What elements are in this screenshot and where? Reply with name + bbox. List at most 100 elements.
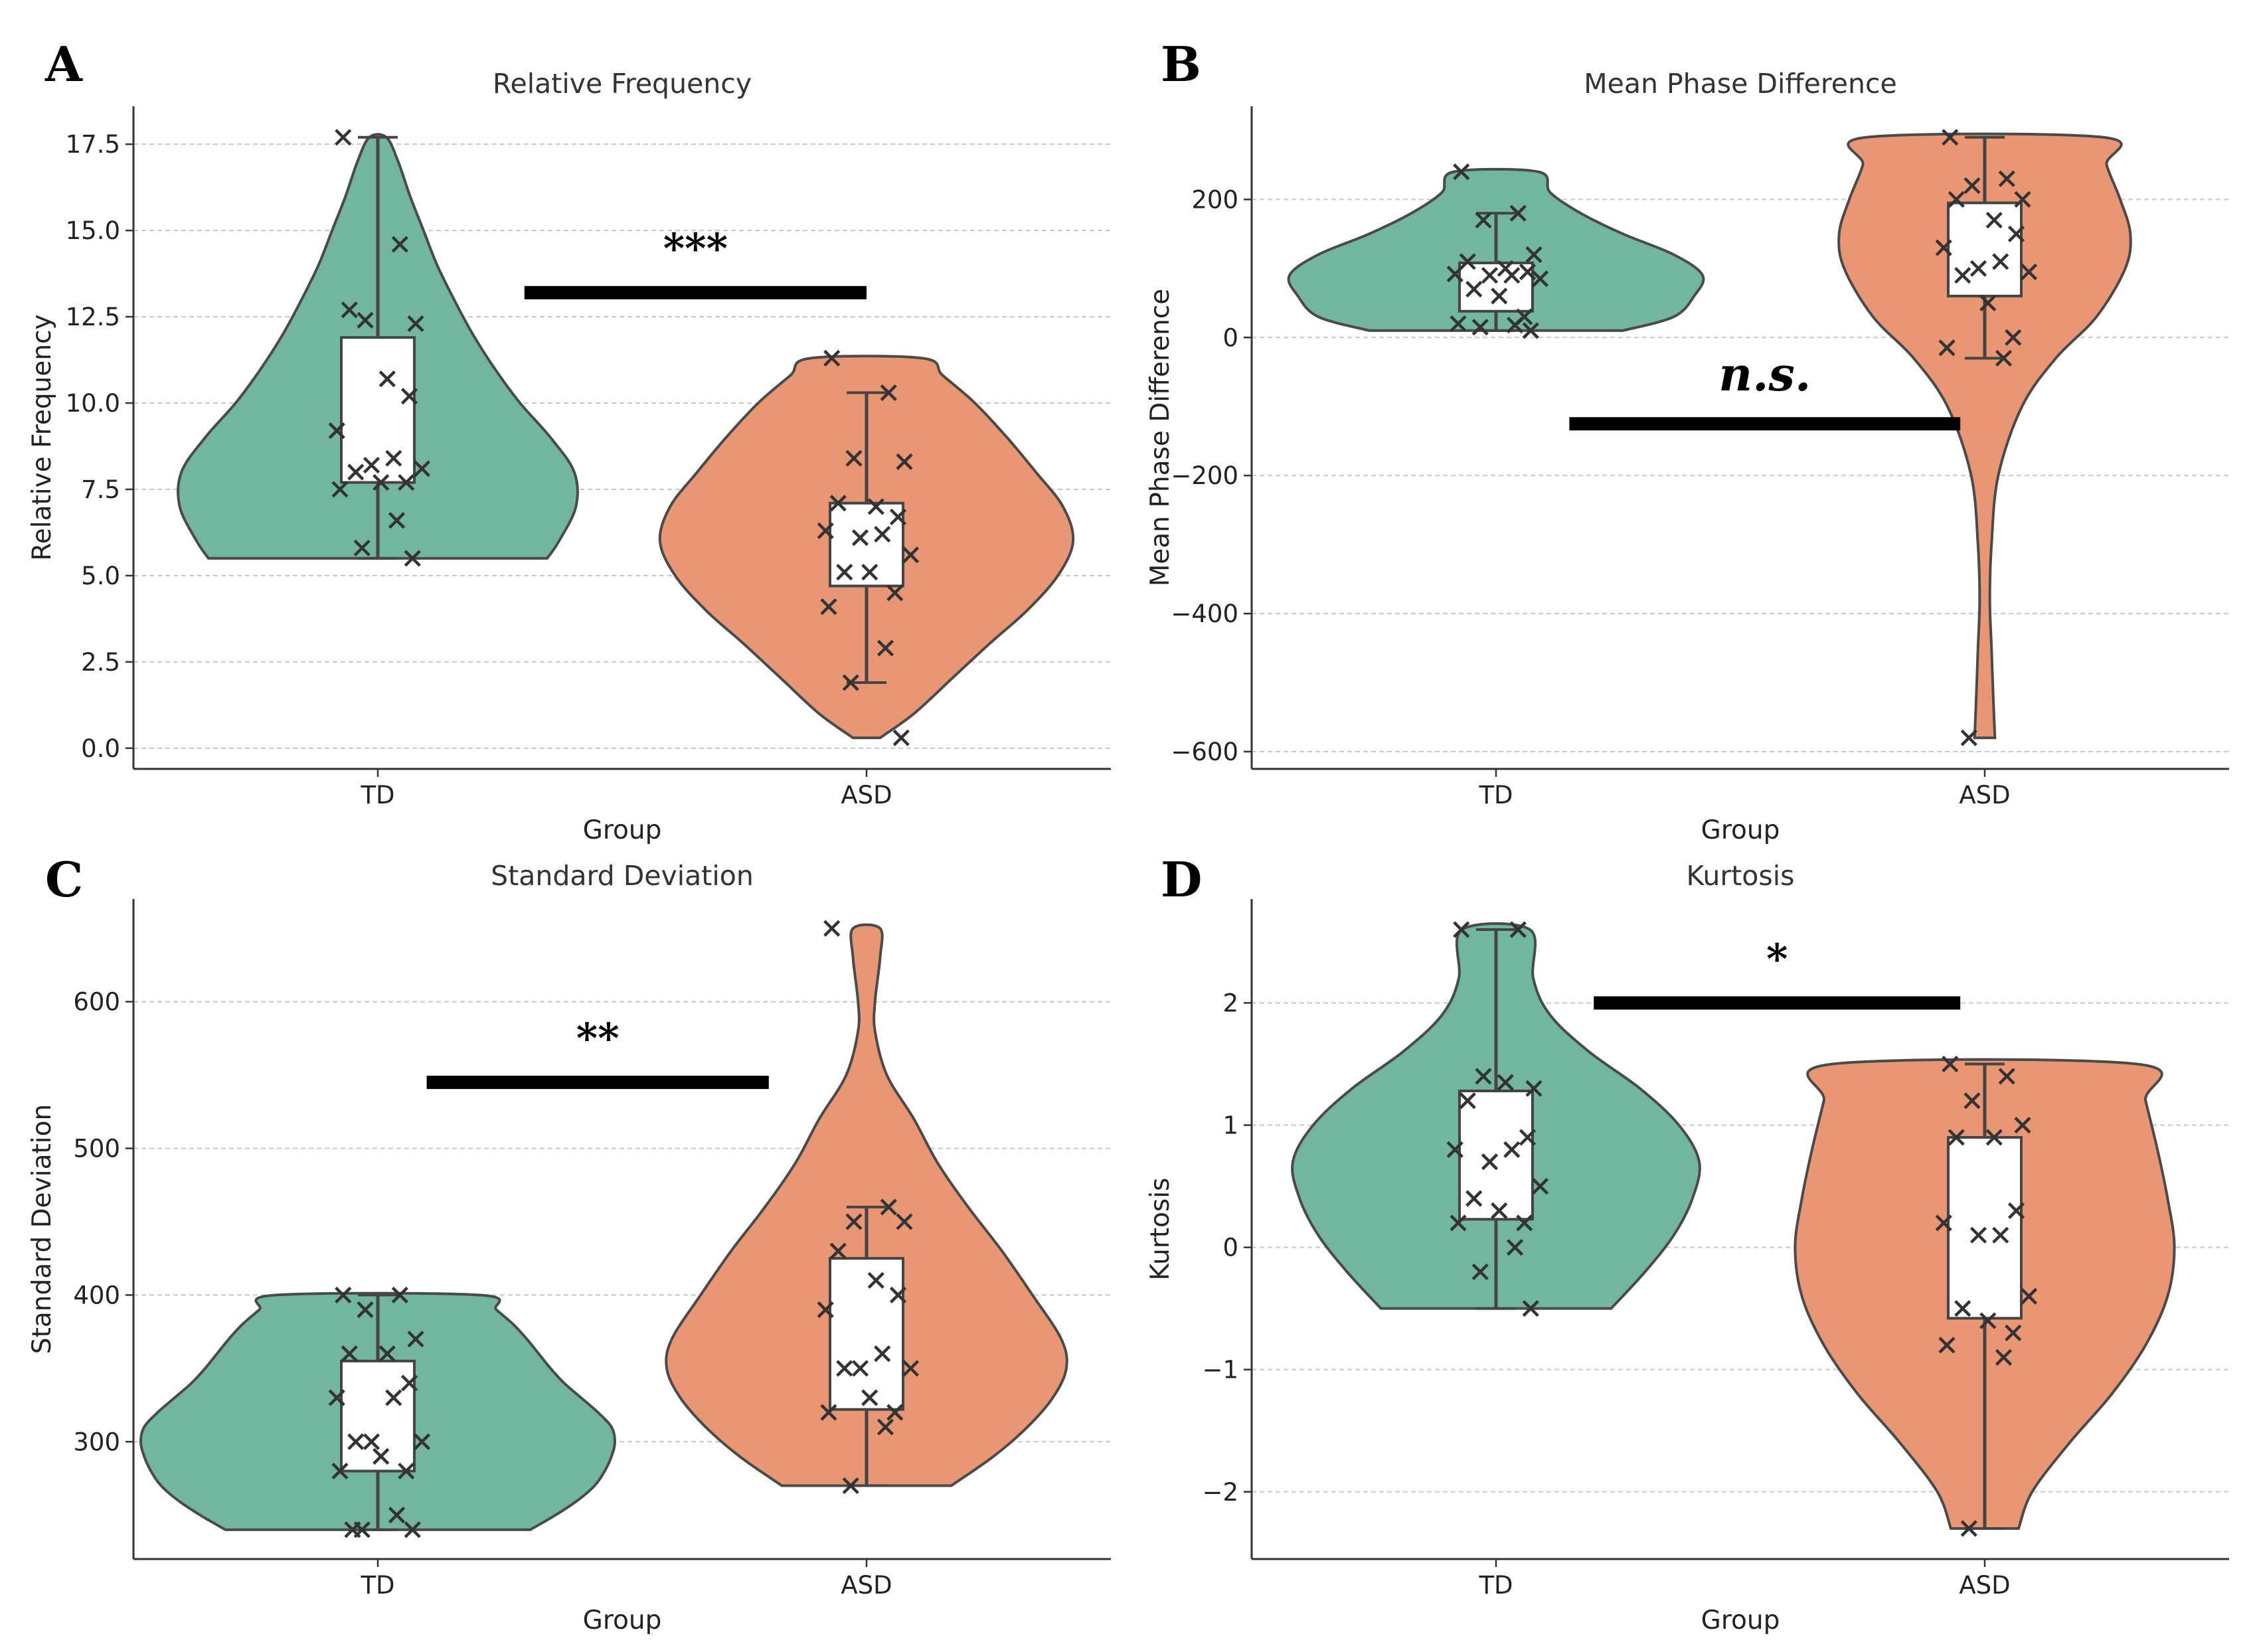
data-point [2005, 1324, 2022, 1342]
data-point [1979, 294, 1997, 311]
data-point [378, 1345, 396, 1363]
significance-label: ** [576, 1014, 620, 1062]
data-point [373, 473, 390, 491]
y-tick-label: 300 [73, 1428, 120, 1456]
data-point [889, 508, 907, 526]
data-point [1969, 1226, 1987, 1244]
data-point [1992, 1226, 2009, 1244]
data-point [388, 1507, 406, 1524]
data-point [1525, 1080, 1543, 1097]
y-tick-label: 7.5 [81, 475, 120, 504]
data-point [2014, 1116, 2031, 1134]
y-tick-label: −600 [1171, 738, 1238, 766]
data-point [1969, 260, 1987, 277]
data-point [820, 1404, 837, 1421]
data-point [1519, 1129, 1537, 1146]
data-point [842, 1477, 859, 1495]
data-point [400, 388, 418, 405]
data-point [331, 481, 349, 498]
chart-title: Relative Frequency [493, 68, 752, 100]
data-point [1503, 267, 1521, 284]
panel-c: C Standard Deviation 300 400 500 600 ** TD ASD Gr… [27, 851, 1111, 1635]
data-point [2020, 1287, 2038, 1305]
y-tick-label: 0 [1222, 323, 1238, 352]
data-point [328, 422, 345, 440]
data-point [1992, 253, 2009, 270]
data-point [876, 1418, 894, 1436]
y-tick-label: −400 [1171, 600, 1238, 628]
y-tick-label: 17.5 [66, 130, 120, 159]
y-tick-label: 500 [73, 1135, 120, 1163]
data-point [1942, 129, 1959, 146]
y-tick-label: −1 [1202, 1356, 1238, 1384]
data-point [357, 1301, 374, 1319]
data-point [1453, 163, 1470, 181]
data-point [880, 1198, 897, 1216]
y-tick-label: 0 [1222, 1234, 1238, 1262]
data-point [842, 674, 859, 691]
y-tick-label: 200 [1191, 185, 1238, 214]
data-point [1938, 339, 1956, 357]
panel-letter: C [45, 851, 83, 908]
data-point [2020, 263, 2038, 281]
data-point [404, 550, 421, 567]
panel-b: B Mean Phase Difference −600 −400 −200 0 200 n.… [1145, 36, 2229, 845]
data-point [1935, 239, 1952, 256]
chart-title: Standard Deviation [491, 860, 754, 892]
data-point [889, 1286, 907, 1303]
data-point [861, 564, 878, 581]
data-point [363, 456, 380, 474]
data-point [400, 1374, 418, 1392]
data-point [1954, 1300, 1971, 1317]
data-point [341, 1345, 358, 1363]
data-point [1531, 1177, 1549, 1195]
data-point [1960, 1520, 1977, 1537]
data-point [817, 1301, 834, 1319]
data-point [363, 1433, 380, 1450]
data-point [1985, 211, 2003, 229]
data-point [836, 564, 853, 581]
data-point [398, 1462, 415, 1480]
x-tick-label: TD [360, 781, 394, 809]
data-point [347, 1433, 365, 1450]
y-tick-label: 12.5 [66, 303, 120, 331]
x-tick-label: ASD [1959, 781, 2010, 809]
data-point [845, 1213, 863, 1230]
data-point [1519, 263, 1537, 281]
data-point [892, 729, 910, 746]
data-point [845, 450, 863, 467]
y-tick-label: 2 [1222, 989, 1238, 1017]
data-point [357, 311, 374, 329]
data-point [896, 453, 913, 470]
data-point [874, 525, 891, 543]
data-point [1522, 1300, 1539, 1317]
data-point [407, 315, 424, 333]
data-point [385, 1389, 402, 1406]
panel-letter: D [1161, 851, 1202, 908]
data-point [388, 512, 406, 529]
box-asd [829, 1257, 904, 1411]
data-point [391, 1286, 408, 1303]
y-axis-label: Standard Deviation [27, 1104, 57, 1354]
data-point [1506, 316, 1524, 334]
data-point [353, 539, 371, 556]
x-axis-label: Group [1701, 1606, 1780, 1635]
data-point [820, 598, 837, 616]
x-tick-label: ASD [841, 1571, 892, 1600]
data-point [1475, 1068, 1492, 1085]
x-tick-label: ASD [1959, 1571, 2010, 1600]
y-tick-label: −200 [1171, 461, 1238, 490]
data-point [347, 463, 365, 481]
data-point [1998, 1068, 2015, 1085]
data-point [1948, 191, 1965, 208]
data-point [817, 522, 834, 539]
data-point [413, 460, 431, 477]
data-point [335, 129, 352, 146]
data-point [1446, 266, 1463, 283]
data-point [886, 1404, 904, 1421]
data-point [886, 584, 904, 602]
data-point [902, 1360, 920, 1377]
y-tick-label: 600 [73, 988, 120, 1017]
data-point [902, 546, 920, 564]
data-point [404, 1521, 421, 1538]
